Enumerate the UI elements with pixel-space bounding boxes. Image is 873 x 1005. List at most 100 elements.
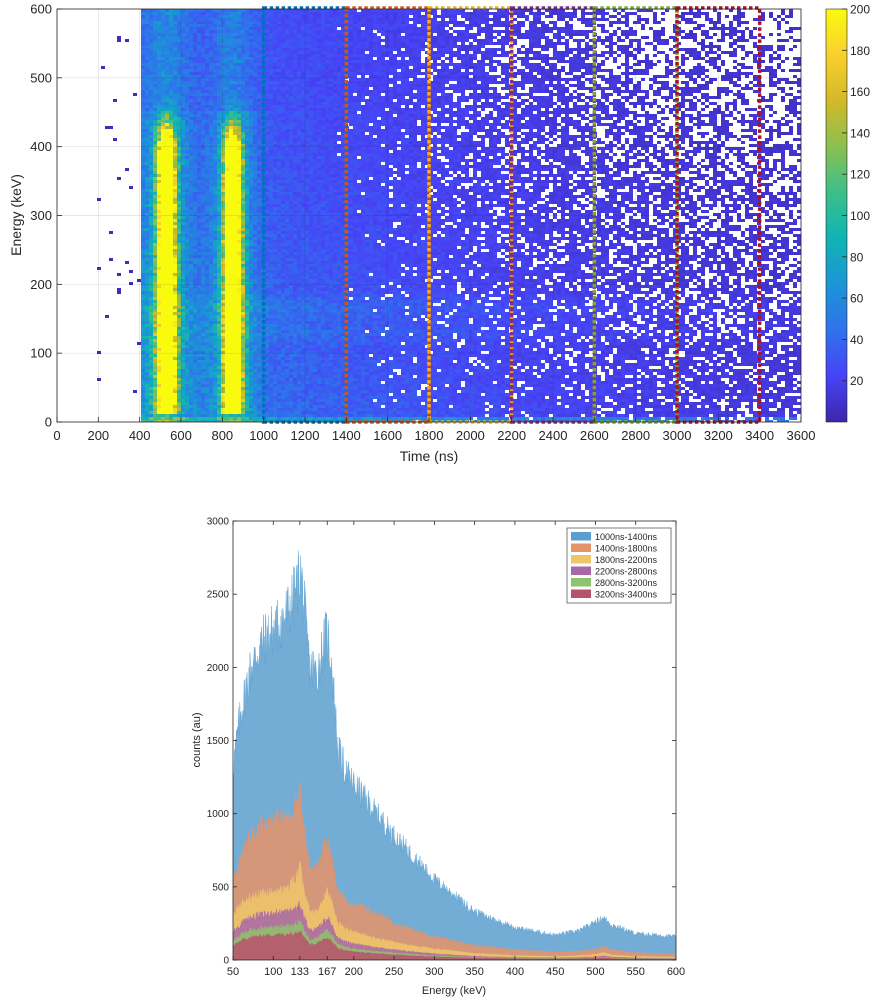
heatmap-cell [241, 327, 245, 330]
heatmap-cell [153, 216, 157, 219]
heatmap-cell [141, 309, 145, 312]
heatmap-cell [193, 216, 197, 219]
heatmap-cell [237, 255, 241, 258]
heatmap-cell [217, 357, 221, 360]
heatmap-cell [173, 96, 177, 99]
heatmap-cell [277, 237, 281, 240]
heatmap-cell [273, 60, 277, 63]
heatmap-cell [261, 288, 265, 291]
heatmap-cell [213, 372, 217, 375]
heatmap-cell [141, 138, 145, 141]
heatmap-cell [209, 366, 213, 369]
heatmap-cell [157, 321, 161, 324]
heatmap-cell [201, 336, 205, 339]
heatmap-cell [177, 87, 181, 90]
heatmap-cell [145, 132, 149, 135]
heatmap-cell [229, 411, 233, 414]
heatmap-cell [273, 24, 277, 27]
heatmap-cell [153, 207, 157, 210]
heatmap-cell [273, 360, 277, 363]
heatmap-cell [173, 99, 177, 102]
heatmap-cell [229, 306, 233, 309]
heatmap-cell [269, 60, 273, 63]
heatmap-cell [201, 177, 205, 180]
heatmap-cell [181, 219, 185, 222]
heatmap-cell [145, 150, 149, 153]
heatmap-cell [217, 234, 221, 237]
heatmap-cell [181, 81, 185, 84]
heatmap-cell [209, 12, 213, 15]
heatmap-cell [253, 270, 257, 273]
heatmap-cell [141, 213, 145, 216]
heatmap-cell [217, 33, 221, 36]
heatmap-cell [209, 267, 213, 270]
heatmap-cell [265, 240, 269, 243]
heatmap-cell [209, 24, 213, 27]
heatmap-cell [213, 186, 217, 189]
heatmap-cell [273, 240, 277, 243]
heatmap-cell [201, 96, 205, 99]
heatmap-cell [197, 267, 201, 270]
heatmap-cell [177, 276, 181, 279]
heatmap-cell [249, 297, 253, 300]
heatmap-cell [185, 228, 189, 231]
heatmap-cell [233, 324, 237, 327]
heatmap-cell [141, 255, 145, 258]
heatmap-cell [257, 222, 261, 225]
heatmap-cell [197, 261, 201, 264]
heatmap-cell [213, 414, 217, 417]
heatmap-cell [217, 75, 221, 78]
heatmap-cell [217, 114, 221, 117]
heatmap-cell [265, 273, 269, 276]
heatmap-cell [189, 90, 193, 93]
heatmap-cell [173, 285, 177, 288]
heatmap-cell [217, 12, 221, 15]
heatmap-cell [161, 252, 165, 255]
heatmap-cell [161, 300, 165, 303]
heatmap-cell [217, 327, 221, 330]
heatmap-cell [173, 321, 177, 324]
heatmap-cell [165, 171, 169, 174]
heatmap-cell [153, 420, 157, 422]
heatmap-cell [181, 366, 185, 369]
heatmap-cell [281, 189, 285, 192]
heatmap-cell [225, 228, 229, 231]
heatmap-cell [149, 9, 153, 12]
heatmap-cell [237, 108, 241, 111]
heatmap-cell [185, 303, 189, 306]
heatmap-cell [213, 294, 217, 297]
heatmap-cell [245, 63, 249, 66]
heatmap-cell [141, 96, 145, 99]
heatmap-cell [261, 24, 265, 27]
heatmap-cell [269, 87, 273, 90]
heatmap-cell [269, 162, 273, 165]
heatmap-cell [181, 348, 185, 351]
heatmap-cell [233, 81, 237, 84]
heatmap-cell [233, 339, 237, 342]
heatmap-cell [209, 261, 213, 264]
heatmap-cell [197, 75, 201, 78]
heatmap-cell [173, 186, 177, 189]
heatmap-cell [117, 273, 121, 276]
heatmap-cell [157, 411, 161, 414]
heatmap-cell [225, 159, 229, 162]
heatmap-cell [269, 345, 273, 348]
heatmap-cell [153, 246, 157, 249]
heatmap-cell [181, 234, 185, 237]
heatmap-cell [141, 102, 145, 105]
heatmap-cell [249, 186, 253, 189]
heatmap-cell [161, 204, 165, 207]
heatmap-cell [193, 93, 197, 96]
heatmap-cell [169, 360, 173, 363]
heatmap-cell [189, 42, 193, 45]
heatmap-cell [269, 285, 273, 288]
heatmap-cell [237, 189, 241, 192]
heatmap-cell [277, 63, 281, 66]
heatmap-cell [229, 42, 233, 45]
heatmap-cell [253, 72, 257, 75]
heatmap-cell [201, 168, 205, 171]
heatmap-cell [261, 306, 265, 309]
heatmap-cell [217, 186, 221, 189]
heatmap-cell [177, 360, 181, 363]
heatmap-cell [213, 261, 217, 264]
